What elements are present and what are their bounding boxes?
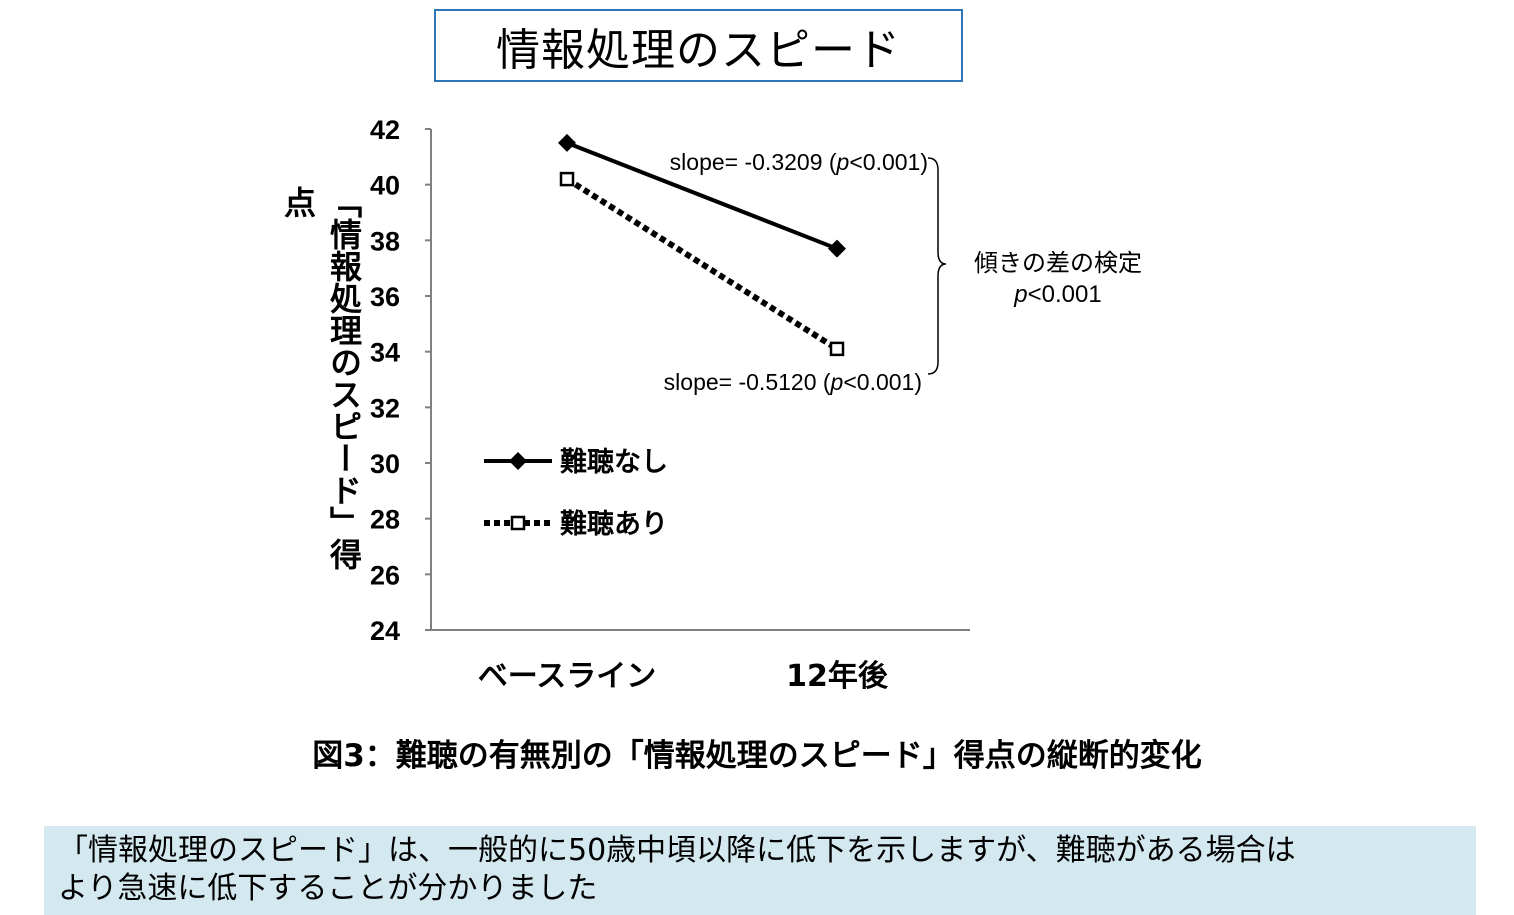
series-lines <box>565 141 839 352</box>
y-tick-labels: 24 26 28 30 32 34 36 38 40 42 <box>370 115 400 646</box>
square-marker <box>559 171 575 187</box>
diamond-marker <box>828 239 846 258</box>
brace <box>927 157 947 375</box>
y-tick-label: 32 <box>370 393 400 423</box>
annotations: slope= -0.3209 (p<0.001) slope= -0.5120 (… <box>664 149 1142 395</box>
y-tick-label: 36 <box>370 282 400 312</box>
y-tick-label: 24 <box>370 616 400 646</box>
note-line-1: 「情報処理のスピード」は、一般的に50歳中頃以降に低下を示しますが、難聴がある場… <box>58 833 1296 868</box>
diamond-marker <box>558 133 576 152</box>
slope-label-2: slope= -0.5120 (p<0.001) <box>664 369 922 395</box>
y-tick-label: 28 <box>370 505 400 535</box>
figure-caption: 図3：難聴の有無別の「情報処理のスピード」得点の縦断的変化 <box>312 738 1202 774</box>
legend-label-2: 難聴あり <box>560 509 668 540</box>
y-tick-label: 40 <box>370 171 400 201</box>
square-marker <box>510 515 526 531</box>
y-tick-label: 38 <box>370 226 400 256</box>
note-line-2: より急速に低下することが分かりました <box>58 871 598 906</box>
chart-title: 情報処理のスピード <box>434 9 963 82</box>
note-box: 「情報処理のスピード」は、一般的に50歳中頃以降に低下を示しますが、難聴がある場… <box>44 826 1476 915</box>
square-marker <box>829 341 845 357</box>
slope-diff-test-label: 傾きの差の検定 <box>974 249 1142 277</box>
slope-diff-p-value: p<0.001 <box>1013 281 1101 308</box>
y-tick-label: 34 <box>370 338 400 368</box>
x-category-label: 12年後 <box>786 659 889 694</box>
diamond-marker <box>509 452 527 470</box>
axes <box>425 128 970 631</box>
y-axis-label: 「情報処理のスピード」得点 <box>279 186 363 570</box>
series-markers <box>558 133 846 357</box>
y-tick-label: 30 <box>370 449 400 479</box>
slope-label-1: slope= -0.3209 (p<0.001) <box>670 149 928 175</box>
series-line-1 <box>566 141 838 251</box>
y-tick-label: 42 <box>370 115 400 145</box>
legend-label-1: 難聴なし <box>560 447 668 478</box>
x-category-label: ベースライン <box>478 659 657 694</box>
y-tick-label: 26 <box>370 560 400 590</box>
x-category-labels: ベースライン 12年後 <box>478 659 889 694</box>
series-line-2 <box>565 176 839 352</box>
